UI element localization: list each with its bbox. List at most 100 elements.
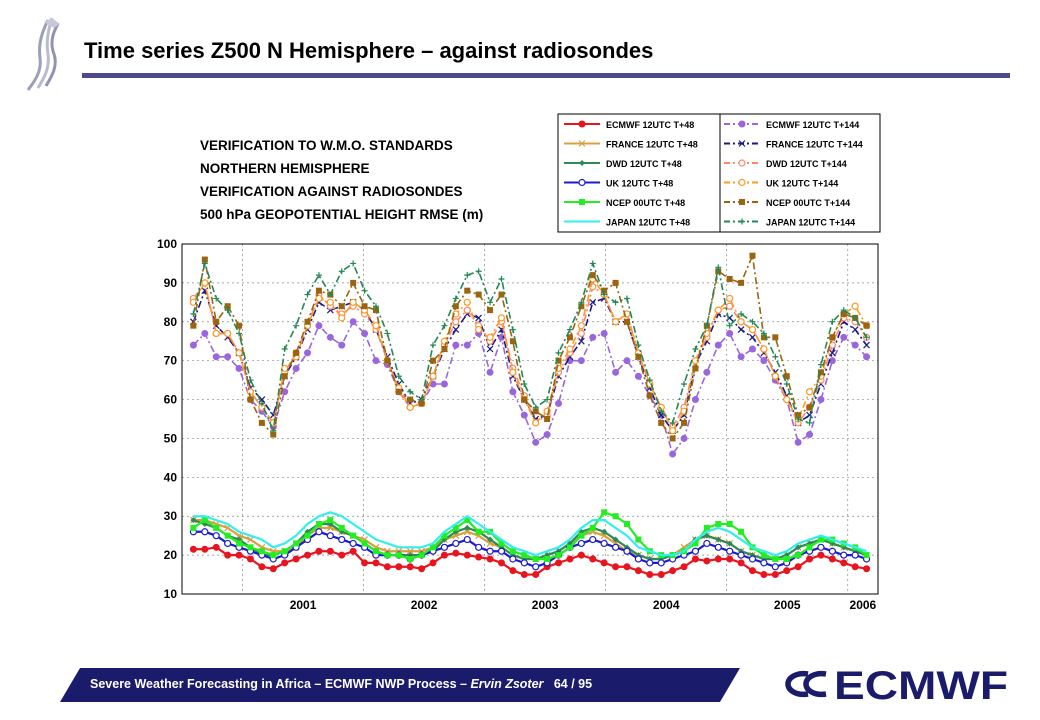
data-point xyxy=(463,298,471,306)
data-point xyxy=(247,536,254,543)
data-point xyxy=(760,552,767,559)
legend-marker xyxy=(738,178,746,187)
data-point xyxy=(224,329,232,338)
data-point xyxy=(691,396,699,404)
data-point xyxy=(269,565,277,573)
data-point xyxy=(201,260,208,267)
data-point xyxy=(532,419,540,427)
data-point xyxy=(304,291,311,298)
data-point xyxy=(589,524,596,531)
data-point xyxy=(783,556,790,562)
data-point xyxy=(497,547,506,555)
data-point xyxy=(281,559,289,567)
data-point xyxy=(452,539,460,548)
plot-frame xyxy=(181,243,879,595)
data-point xyxy=(338,551,346,559)
legend-label: ECMWF 12UTC T+48 xyxy=(606,120,694,130)
data-point xyxy=(236,322,243,329)
data-point xyxy=(600,329,608,337)
data-point xyxy=(497,559,505,567)
data-point xyxy=(338,341,346,349)
data-point xyxy=(418,396,425,403)
data-point xyxy=(577,551,585,559)
data-point xyxy=(212,329,220,338)
data-point xyxy=(258,419,265,426)
data-point xyxy=(475,291,482,298)
data-point xyxy=(224,551,232,559)
data-point xyxy=(509,548,516,555)
data-point xyxy=(235,532,243,540)
data-point xyxy=(418,552,425,559)
data-point xyxy=(212,543,220,551)
data-point xyxy=(828,349,836,357)
data-point xyxy=(326,298,334,306)
data-point xyxy=(863,353,871,361)
data-point xyxy=(577,322,585,330)
data-point xyxy=(246,555,254,563)
legend-marker xyxy=(738,159,746,167)
data-point xyxy=(486,368,494,376)
data-point xyxy=(623,547,631,555)
data-point xyxy=(555,399,563,407)
data-point xyxy=(475,528,482,535)
data-point xyxy=(487,307,494,314)
data-point xyxy=(715,521,722,527)
data-point xyxy=(463,551,471,559)
data-point xyxy=(258,400,265,407)
data-point xyxy=(771,563,779,571)
data-point xyxy=(703,557,711,565)
series-line xyxy=(192,260,868,434)
data-point xyxy=(794,563,802,571)
data-point xyxy=(817,361,824,368)
data-point xyxy=(851,341,859,349)
data-point xyxy=(783,381,790,387)
data-point xyxy=(611,543,620,551)
data-point xyxy=(418,400,425,407)
data-point xyxy=(681,419,688,426)
data-point xyxy=(361,329,369,337)
data-point xyxy=(384,330,391,337)
data-point xyxy=(612,279,619,286)
data-point xyxy=(657,559,665,567)
data-point xyxy=(601,509,608,516)
data-point xyxy=(350,279,357,286)
legend-label: UK 12UTC T+48 xyxy=(606,179,673,189)
data-point xyxy=(247,377,254,384)
data-point xyxy=(851,302,859,310)
legend-label: ECMWF 12UTC T+144 xyxy=(766,120,859,130)
data-point xyxy=(224,303,231,310)
data-point xyxy=(566,326,573,333)
data-point xyxy=(851,563,859,571)
series-line xyxy=(192,320,868,456)
data-point xyxy=(304,532,311,539)
data-point xyxy=(201,528,209,536)
legend-marker xyxy=(578,120,586,128)
data-point xyxy=(464,272,471,279)
data-point xyxy=(258,563,266,571)
legend-item: FRANCE 12UTC T+48 xyxy=(564,140,698,150)
data-point xyxy=(235,551,243,559)
series-group xyxy=(189,543,871,579)
data-point xyxy=(863,552,870,559)
data-point xyxy=(395,552,402,559)
data-point xyxy=(407,556,414,562)
data-point xyxy=(658,419,665,426)
data-point xyxy=(601,291,608,298)
data-point xyxy=(840,311,847,317)
data-point xyxy=(691,547,700,555)
data-point xyxy=(406,547,414,555)
data-point xyxy=(315,322,323,330)
data-point xyxy=(692,540,699,547)
data-point xyxy=(806,404,813,411)
series-group xyxy=(189,528,871,571)
data-point xyxy=(806,431,814,439)
data-point xyxy=(463,341,471,349)
data-point xyxy=(795,544,802,551)
data-point xyxy=(338,303,345,310)
data-point xyxy=(806,419,813,426)
data-point xyxy=(715,264,722,271)
data-point xyxy=(497,314,506,322)
rmse-time-series-chart: VERIFICATION TO W.M.O. STANDARDS NORTHERN… xyxy=(157,113,881,610)
x-tick-label: 2001 xyxy=(290,598,317,610)
data-point xyxy=(544,556,551,562)
